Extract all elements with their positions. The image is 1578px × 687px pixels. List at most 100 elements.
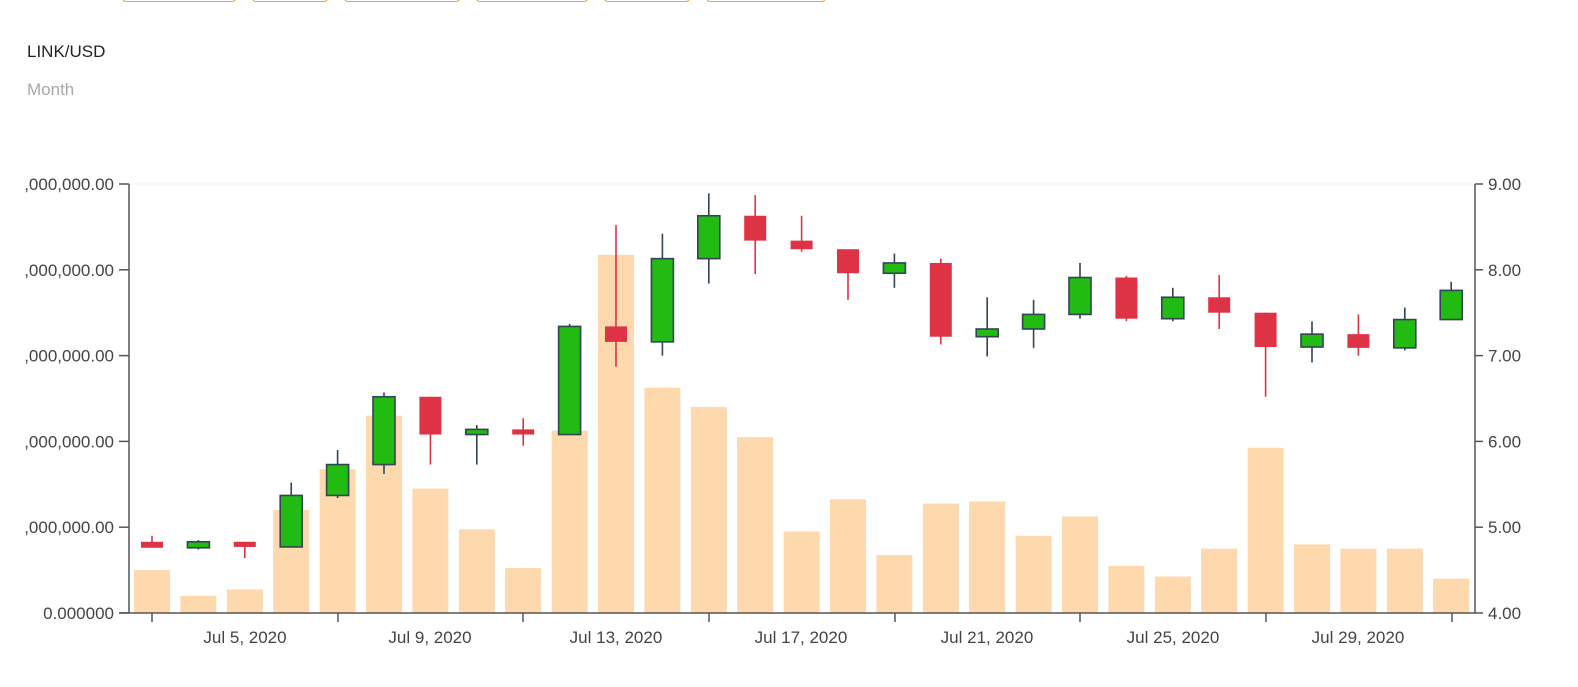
candle-body-down (929, 262, 952, 337)
volume-bar (1340, 548, 1377, 613)
date-tick-label: Jul 29, 2020 (1312, 628, 1405, 647)
axes: 4.00 5.00 6.00 7.00 8.00 9.00 0.000000 ,000,000… (24, 175, 1521, 647)
volume-bars (134, 254, 1470, 613)
candle (186, 540, 211, 550)
candle-body-down (1254, 312, 1277, 348)
candle (1208, 274, 1231, 330)
price-tick-label: 7.00 (1488, 347, 1521, 366)
volume-tick-label: ,000,000.00 (24, 261, 114, 280)
price-tick-label: 5.00 (1488, 518, 1521, 537)
candle-body-down (512, 429, 535, 435)
candle (464, 425, 489, 465)
candle (1254, 312, 1277, 397)
candle (744, 195, 767, 275)
volume-bar (737, 437, 774, 613)
volume-tick-label: ,000,000.00 (24, 175, 114, 194)
candle-body-up (696, 214, 721, 260)
candle (790, 215, 813, 252)
candle (975, 297, 1000, 357)
candle-body-down (790, 240, 813, 250)
volume-bar (783, 531, 820, 613)
candle (837, 249, 859, 300)
candle-body-up (464, 428, 489, 436)
candle (419, 396, 442, 465)
candle-body-down (1115, 277, 1138, 319)
candle-body-up (1300, 333, 1324, 348)
candle (1347, 314, 1370, 356)
candle-body-down (744, 215, 767, 241)
candle (1021, 299, 1046, 348)
period-label: Month (27, 80, 75, 99)
volume-bar (551, 430, 588, 613)
candle-body-down (1347, 334, 1370, 348)
candle (279, 482, 304, 548)
volume-bar (1201, 548, 1238, 613)
volume-bar (180, 595, 217, 613)
volume-bar (1015, 535, 1052, 613)
candle (372, 392, 396, 475)
date-tick-label: Jul 9, 2020 (388, 628, 471, 647)
candle-body-up (1393, 318, 1417, 349)
candle-body-up (975, 328, 1000, 338)
volume-tick-label: ,000,000.00 (24, 518, 114, 537)
volume-tick-label: ,000,000.00 (24, 347, 114, 366)
date-tick-label: Jul 17, 2020 (755, 628, 848, 647)
candle (1393, 307, 1417, 351)
candle-body-up (372, 395, 396, 466)
candle (882, 253, 907, 288)
candle-body-down (1208, 297, 1231, 313)
candle-body-down (233, 541, 256, 547)
candle (557, 323, 582, 436)
candle-body-up (279, 494, 304, 548)
candle (1115, 275, 1138, 322)
date-tick-label: Jul 25, 2020 (1127, 628, 1220, 647)
candle (1068, 262, 1092, 319)
candle-body-up (186, 540, 211, 549)
volume-bar (1154, 576, 1191, 613)
candle-body-up (557, 325, 582, 436)
price-tick-label: 9.00 (1488, 175, 1521, 194)
volume-bar (876, 555, 913, 613)
candle (1161, 287, 1185, 322)
range-tabs (0, 0, 1578, 6)
candle (512, 418, 535, 446)
volume-bar (505, 567, 542, 613)
candle-body-up (1068, 276, 1092, 316)
candle (650, 233, 675, 356)
candle-body-up (650, 257, 675, 343)
candle-body-down (605, 326, 627, 342)
candle-body-down (419, 396, 442, 435)
volume-bar (412, 488, 449, 613)
volume-bar (1108, 565, 1145, 613)
volume-bar (1294, 544, 1330, 613)
candle-body-up (882, 262, 907, 275)
date-tick-label: Jul 21, 2020 (941, 628, 1034, 647)
candle (1439, 281, 1463, 321)
candle-body-up (1161, 296, 1185, 320)
candle (1300, 321, 1324, 363)
pair-title: LINK/USD (27, 42, 106, 61)
volume-tick-label: 0.000000 (43, 604, 114, 623)
candle-body-up (1439, 289, 1463, 321)
candle-body-down (141, 541, 163, 548)
price-tick-label: 8.00 (1488, 261, 1521, 280)
price-tick-label: 6.00 (1488, 432, 1521, 451)
candle (605, 225, 627, 367)
candle-body-up (1021, 313, 1046, 330)
candle-body-down (837, 249, 859, 274)
date-tick-label: Jul 13, 2020 (570, 628, 663, 647)
volume-bar (830, 499, 866, 613)
volume-bar (134, 570, 170, 613)
candle (696, 193, 721, 284)
candle (325, 449, 350, 499)
date-tick-label: Jul 5, 2020 (203, 628, 286, 647)
candle-body-up (325, 463, 350, 497)
volume-bar (226, 589, 263, 613)
price-tick-label: 4.00 (1488, 604, 1521, 623)
volume-bar (969, 501, 1006, 613)
volume-bar (1062, 516, 1098, 613)
candle (929, 258, 952, 345)
volume-bar (1433, 578, 1470, 613)
volume-bar (922, 503, 959, 613)
